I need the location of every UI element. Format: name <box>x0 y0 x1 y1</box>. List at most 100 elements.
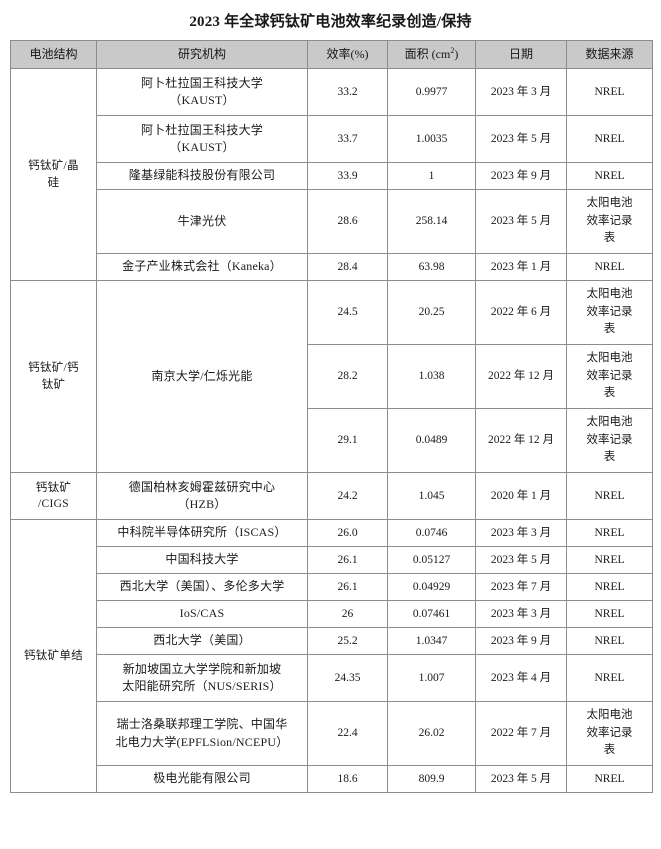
area-cell: 1.0035 <box>387 115 476 163</box>
source-cell: NREL <box>566 253 653 281</box>
efficiency-cell: 22.4 <box>307 701 388 766</box>
source-cell: NREL <box>566 68 653 116</box>
table-row: 29.1 0.0489 2022 年 12 月 太阳电池 效率记录 表 <box>11 408 653 473</box>
institution-cell: 中科院半导体研究所（ISCAS） <box>96 519 308 547</box>
institution-cell: 西北大学（美国） <box>96 627 308 655</box>
institution-cell: 阿卜杜拉国王科技大学 （KAUST） <box>96 68 308 116</box>
source-cell: 太阳电池 效率记录 表 <box>566 280 653 345</box>
source-cell: NREL <box>566 115 653 163</box>
institution-cell: 新加坡国立大学学院和新加坡 太阳能研究所（NUS/SERIS） <box>96 654 308 702</box>
column-header-source: 数据来源 <box>566 40 653 69</box>
source-cell: NREL <box>566 627 653 655</box>
institution-cell: 极电光能有限公司 <box>96 765 308 793</box>
date-cell: 2023 年 3 月 <box>475 68 567 116</box>
efficiency-cell: 26.1 <box>307 546 388 574</box>
area-cell: 809.9 <box>387 765 476 793</box>
source-cell: NREL <box>566 600 653 628</box>
efficiency-cell: 18.6 <box>307 765 388 793</box>
table-row: 瑞士洛桑联邦理工学院、中国华 北电力大学(EPFLSion/NCEPU） 22.… <box>11 701 653 766</box>
efficiency-cell: 33.9 <box>307 162 388 190</box>
date-cell: 2020 年 1 月 <box>475 472 567 520</box>
efficiency-cell: 26.0 <box>307 519 388 547</box>
source-cell: NREL <box>566 162 653 190</box>
date-cell: 2023 年 9 月 <box>475 627 567 655</box>
institution-cell: IoS/CAS <box>96 600 308 628</box>
institution-cell: 南京大学/仁烁光能 <box>96 280 308 473</box>
table-row: 极电光能有限公司 18.6 809.9 2023 年 5 月 NREL <box>11 765 653 793</box>
efficiency-cell: 24.2 <box>307 472 388 520</box>
area-cell: 0.05127 <box>387 546 476 574</box>
table-body: 钙钛矿/晶 硅 阿卜杜拉国王科技大学 （KAUST） 33.2 0.9977 2… <box>10 68 653 793</box>
efficiency-cell: 33.7 <box>307 115 388 163</box>
page-title: 2023 年全球钙钛矿电池效率纪录创造/保持 <box>189 14 472 30</box>
date-cell: 2022 年 7 月 <box>475 701 567 766</box>
efficiency-cell: 24.35 <box>307 654 388 702</box>
column-header-structure: 电池结构 <box>10 40 97 69</box>
institution-cell: 阿卜杜拉国王科技大学 （KAUST） <box>96 115 308 163</box>
section-label-perovskite-cigs: 钙钛矿 /CIGS <box>10 472 97 520</box>
table-header: 电池结构 研究机构 效率(%) 面积 (cm2) 日期 数据来源 <box>10 40 653 69</box>
area-label-close: ) <box>454 47 459 62</box>
area-cell: 20.25 <box>387 280 476 345</box>
source-cell: NREL <box>566 765 653 793</box>
efficiency-cell: 33.2 <box>307 68 388 116</box>
table-row: 中国科技大学 26.1 0.05127 2023 年 5 月 NREL <box>11 546 653 574</box>
column-header-institution: 研究机构 <box>96 40 308 69</box>
table-row: 西北大学（美国）、多伦多大学 26.1 0.04929 2023 年 7 月 N… <box>11 573 653 601</box>
date-cell: 2023 年 5 月 <box>475 546 567 574</box>
institution-cell: 牛津光伏 <box>96 189 308 254</box>
source-cell: 太阳电池 效率记录 表 <box>566 701 653 766</box>
section-label-perovskite-single-junction: 钙钛矿单结 <box>10 519 97 793</box>
source-cell: 太阳电池 效率记录 表 <box>566 189 653 254</box>
area-cell: 1.0347 <box>387 627 476 655</box>
area-cell: 1.038 <box>387 344 476 409</box>
date-cell: 2023 年 5 月 <box>475 189 567 254</box>
column-header-efficiency: 效率(%) <box>307 40 388 69</box>
table-row: 钙钛矿/晶 硅 阿卜杜拉国王科技大学 （KAUST） 33.2 0.9977 2… <box>10 68 653 281</box>
table-row: 西北大学（美国） 25.2 1.0347 2023 年 9 月 NREL <box>11 627 653 655</box>
date-cell: 2023 年 5 月 <box>475 765 567 793</box>
column-header-date: 日期 <box>475 40 567 69</box>
source-cell: 太阳电池 效率记录 表 <box>566 344 653 409</box>
section-label-perovskite-perovskite: 钙钛矿/钙 钛矿 <box>10 280 97 473</box>
institution-cell: 中国科技大学 <box>96 546 308 574</box>
table-row: 阿卜杜拉国王科技大学 （KAUST） 33.7 1.0035 2023 年 5 … <box>11 115 653 163</box>
area-cell: 0.07461 <box>387 600 476 628</box>
efficiency-cell: 26 <box>307 600 388 628</box>
source-cell: NREL <box>566 654 653 702</box>
table-row: 钙钛矿/钙 钛矿 南京大学/仁烁光能 24.5 20.25 2022 年 6 月… <box>10 280 653 473</box>
date-cell: 2022 年 12 月 <box>475 408 567 473</box>
source-cell: NREL <box>566 573 653 601</box>
section-label-perovskite-silicon: 钙钛矿/晶 硅 <box>10 68 97 281</box>
area-cell: 63.98 <box>387 253 476 281</box>
date-cell: 2023 年 7 月 <box>475 573 567 601</box>
institution-cell: 隆基绿能科技股份有限公司 <box>96 162 308 190</box>
table-row: 金子产业株式会社（Kaneka） 28.4 63.98 2023 年 1 月 N… <box>11 253 653 281</box>
area-cell: 0.0489 <box>387 408 476 473</box>
date-cell: 2023 年 5 月 <box>475 115 567 163</box>
efficiency-cell: 29.1 <box>307 408 388 473</box>
area-cell: 1 <box>387 162 476 190</box>
area-cell: 0.9977 <box>387 68 476 116</box>
efficiency-cell: 28.2 <box>307 344 388 409</box>
source-cell: NREL <box>566 546 653 574</box>
efficiency-cell: 26.1 <box>307 573 388 601</box>
efficiency-cell: 28.4 <box>307 253 388 281</box>
table-row: 钙钛矿 /CIGS 德国柏林亥姆霍兹研究中心 （HZB） 24.2 1.045 … <box>10 472 653 520</box>
area-cell: 1.007 <box>387 654 476 702</box>
date-cell: 2023 年 3 月 <box>475 600 567 628</box>
area-cell: 0.0746 <box>387 519 476 547</box>
date-cell: 2023 年 3 月 <box>475 519 567 547</box>
efficiency-cell: 24.5 <box>307 280 388 345</box>
institution-cell: 德国柏林亥姆霍兹研究中心 （HZB） <box>96 472 308 520</box>
source-cell: NREL <box>566 472 653 520</box>
source-cell: 太阳电池 效率记录 表 <box>566 408 653 473</box>
table-row: 28.2 1.038 2022 年 12 月 太阳电池 效率记录 表 <box>11 344 653 409</box>
area-cell: 258.14 <box>387 189 476 254</box>
institution-cell: 瑞士洛桑联邦理工学院、中国华 北电力大学(EPFLSion/NCEPU） <box>96 701 308 766</box>
efficiency-cell: 25.2 <box>307 627 388 655</box>
date-cell: 2022 年 12 月 <box>475 344 567 409</box>
table-row: 钙钛矿单结 中科院半导体研究所（ISCAS） 26.0 0.0746 2023 … <box>10 519 653 793</box>
institution-cell: 西北大学（美国）、多伦多大学 <box>96 573 308 601</box>
